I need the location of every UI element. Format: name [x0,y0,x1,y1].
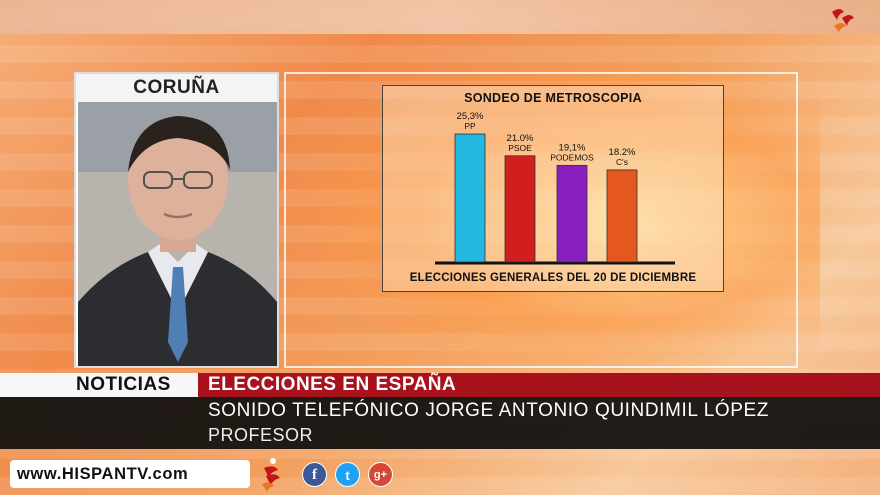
hispantv-logo-icon [832,9,854,32]
bar-podemos [556,164,588,263]
bar-cs [606,169,638,263]
data-label: 21.0% [507,133,534,144]
chart-title: SONDEO DE METROSCOPIA [464,91,642,105]
section-label-box: NOTICIAS [0,373,198,397]
data-label: 25,3% [457,111,484,122]
category-label: C's [616,157,628,167]
footer-bar: www.HISPANTV.com f t g+ [0,452,880,495]
headline-text: ELECCIONES EN ESPAÑA [208,374,457,395]
interviewee-panel: CORUÑA [74,72,279,368]
chart-footer: ELECCIONES GENERALES DEL 20 DE DICIEMBRE [409,272,697,284]
bar-pp [454,133,486,263]
website-url-box[interactable]: www.HISPANTV.com [10,460,250,488]
speaker-name: SONIDO TELEFÓNICO JORGE ANTONIO QUINDIMI… [208,400,769,421]
data-label: 19,1% [559,142,586,153]
top-band [0,0,880,34]
facebook-icon[interactable]: f [302,462,327,487]
bar-psoe [504,155,536,263]
poll-graphic-frame [284,72,798,368]
caption-bar: SONIDO TELEFÓNICO JORGE ANTONIO QUINDIMI… [0,397,880,449]
headline-bar: ELECCIONES EN ESPAÑA [198,373,880,397]
website-url[interactable]: www.HISPANTV.com [17,465,189,483]
interviewee-photo [78,102,277,366]
bar-chart-svg: 25,3%PP 21.0%PSOE 19,1%PODEMOS 18.2%C's [435,111,675,265]
data-label: 18.2% [609,147,636,158]
category-label: PODEMOS [550,152,594,162]
speaker-role: PROFESOR [208,425,314,445]
location-label: CORUÑA [76,74,277,102]
category-label: PP [464,121,476,131]
google-plus-icon[interactable]: g+ [368,462,393,487]
twitter-icon[interactable]: t [335,462,360,487]
poll-chart: SONDEO DE METROSCOPIA 25,3% PP 21.0% PSOE 19… [382,85,724,292]
category-label: PSOE [508,143,532,153]
person-silhouette [78,102,277,366]
section-label: NOTICIAS [76,374,171,395]
hispantv-logo-icon [262,458,280,492]
